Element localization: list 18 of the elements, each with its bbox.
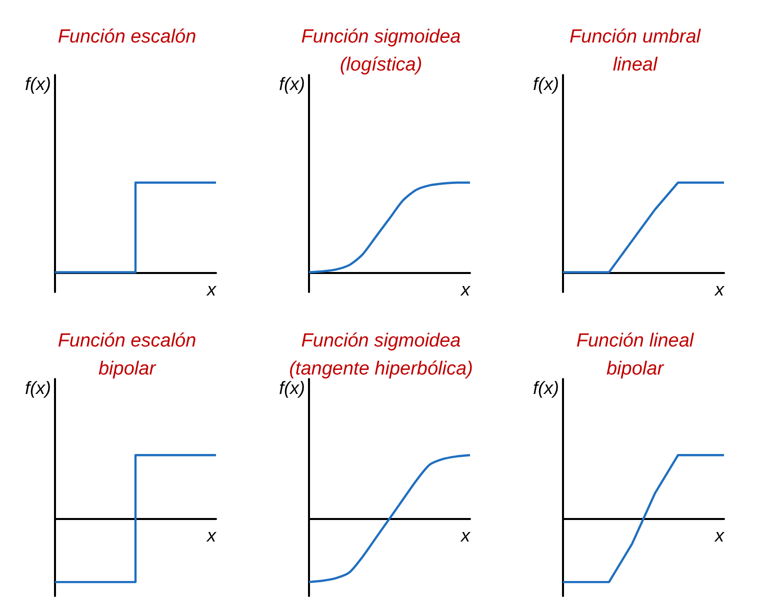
chart-title: Función umbral lineal bbox=[570, 26, 702, 76]
x-axis-title: x bbox=[206, 279, 217, 300]
y-axis-title: f(x) bbox=[25, 74, 51, 94]
y-axis-title: f(x) bbox=[533, 378, 559, 398]
x-axis-title: x bbox=[714, 279, 725, 300]
y-axis-title: f(x) bbox=[279, 74, 305, 94]
y-axis-title: f(x) bbox=[25, 378, 51, 398]
chart-title: Función sigmoidea (tangente hiperbólica) bbox=[289, 330, 473, 380]
x-axis-title: x bbox=[460, 526, 471, 546]
y-axis-title: f(x) bbox=[533, 74, 559, 94]
x-axis-title: x bbox=[460, 279, 471, 300]
y-axis-title: f(x) bbox=[279, 378, 305, 398]
x-axis-title: x bbox=[206, 526, 217, 546]
chart-title: Función lineal bipolar bbox=[576, 330, 694, 380]
chart-title: Función escalón bbox=[58, 26, 196, 48]
x-axis-title: x bbox=[714, 526, 725, 546]
chart-title: Función sigmoidea (logística) bbox=[301, 26, 461, 76]
chart-title: Función escalón bipolar bbox=[58, 330, 196, 380]
